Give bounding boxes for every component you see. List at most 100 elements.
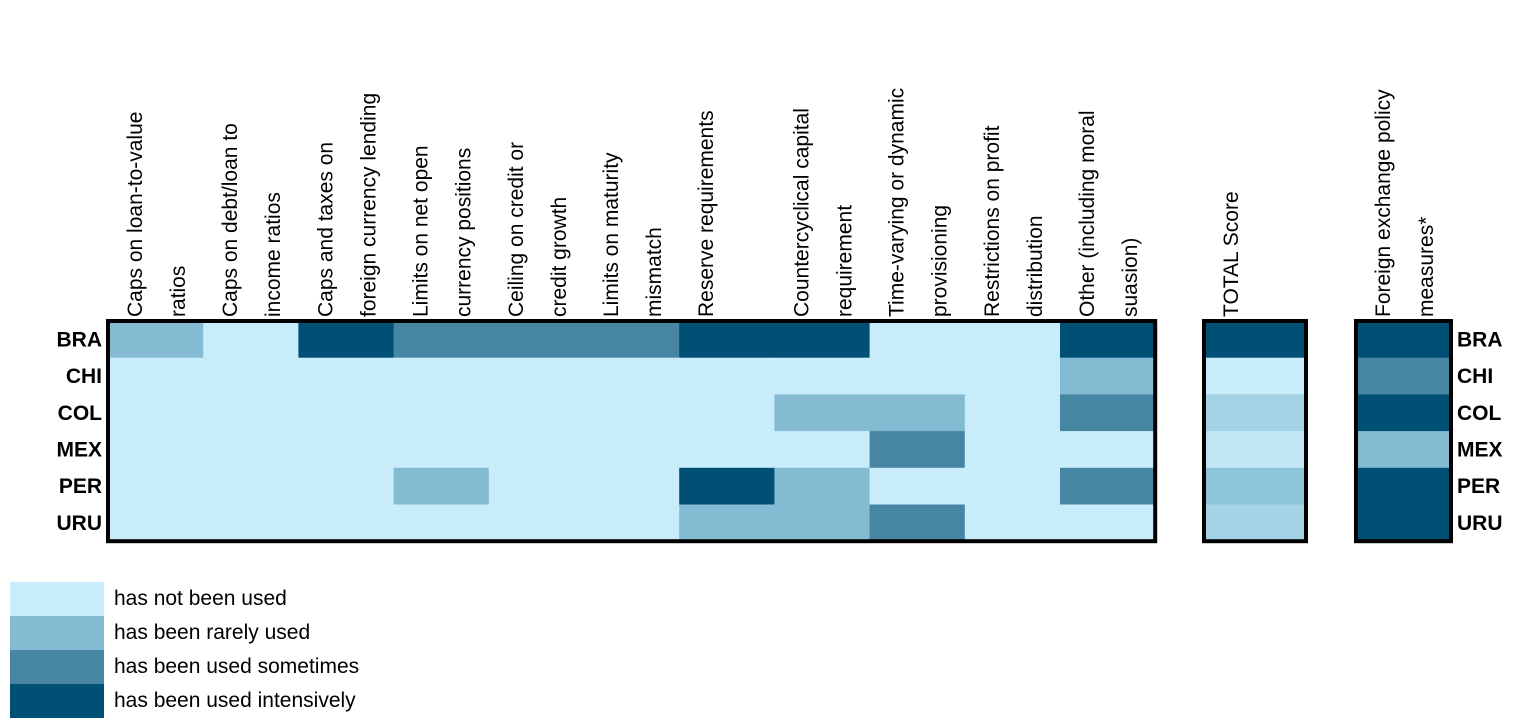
row-label-left: CHI — [66, 365, 102, 388]
column-label: TOTAL Score — [1220, 191, 1243, 317]
row-labels: BRA BRA CHI CHI COL COL MEX MEX PER PER URU URU — [56, 328, 1502, 534]
row-label-right: CHI — [1457, 365, 1493, 388]
heatmap-cell — [488, 467, 585, 506]
heatmap-cell — [203, 504, 299, 542]
fx-policy-cell — [1356, 467, 1451, 506]
heatmap-cell — [298, 467, 395, 506]
legend-item-not-used: has not been used — [10, 582, 359, 616]
row-label-right: URU — [1457, 512, 1503, 535]
row-label-left: URU — [57, 512, 103, 535]
heatmap-cell — [393, 357, 490, 395]
heatmap-cell — [584, 431, 680, 469]
heatmap-cell — [584, 321, 680, 359]
column-label: distribution — [1024, 215, 1047, 317]
heatmap-cell — [108, 394, 204, 432]
column-label: Foreign exchange policy — [1372, 89, 1395, 317]
column-labels: Caps on loan-to-value ratios Caps on debt/… — [124, 88, 1438, 317]
heatmap-cell — [869, 431, 966, 469]
heatmap-cell — [774, 467, 871, 506]
heatmap-cell — [393, 431, 490, 469]
heatmap-cell — [393, 394, 490, 432]
heatmap-cell — [679, 467, 775, 506]
total-score-cell — [1204, 394, 1306, 432]
column-label: Limits on net open — [410, 145, 433, 317]
heatmap-cell — [964, 321, 1061, 359]
heatmap-cell — [964, 357, 1061, 395]
total-score-cell — [1204, 467, 1306, 506]
main-grid — [108, 321, 1156, 542]
heatmap-cell — [1060, 394, 1156, 432]
row-label-right: MEX — [1457, 438, 1503, 461]
heatmap-chart: Caps on loan-to-value ratios Caps on debt/… — [56, 88, 1503, 544]
total-score-border — [1202, 319, 1308, 544]
heatmap-cell — [488, 321, 585, 359]
row-label-left: COL — [58, 402, 103, 425]
heatmap-cell — [393, 467, 490, 506]
heatmap-cell — [679, 321, 775, 359]
column-label: measures* — [1415, 217, 1438, 317]
heatmap-cell — [298, 504, 395, 542]
column-label: provisioning — [929, 205, 952, 317]
heatmap-cell — [679, 394, 775, 432]
fx-policy-cell — [1356, 357, 1451, 395]
heatmap-cell — [869, 321, 966, 359]
heatmap-cell — [1060, 431, 1156, 469]
legend-item-used-sometimes: has been used sometimes — [10, 650, 359, 684]
heatmap-cell — [964, 394, 1061, 432]
heatmap-cell — [488, 394, 585, 432]
heatmap-cell — [584, 504, 680, 542]
total-score-cell — [1204, 321, 1306, 359]
fx-policy-cell — [1356, 431, 1451, 469]
column-label: Time-varying or dynamic — [886, 88, 909, 317]
heatmap-cell — [298, 431, 395, 469]
legend: has not been used has been rarely used h… — [10, 582, 359, 718]
column-label: foreign currency lending — [357, 93, 380, 317]
heatmap-cell — [298, 394, 395, 432]
column-label: Restrictions on profit — [981, 125, 1004, 317]
heatmap-cell — [298, 321, 395, 359]
column-label: Caps on debt/loan to — [219, 123, 242, 317]
legend-label: has been used intensively — [114, 689, 356, 712]
row-label-right: PER — [1457, 475, 1500, 498]
heatmap-cell — [679, 431, 775, 469]
heatmap-cell — [964, 467, 1061, 506]
legend-item-rarely-used: has been rarely used — [10, 616, 359, 650]
fx-policy-cell — [1356, 321, 1451, 359]
legend-label: has been used sometimes — [114, 655, 360, 678]
heatmap-cell — [774, 357, 871, 395]
heatmap-cell — [774, 394, 871, 432]
column-label: Reserve requirements — [695, 110, 718, 317]
heatmap-cell — [869, 504, 966, 542]
legend-swatch — [10, 616, 104, 650]
heatmap-cell — [108, 467, 204, 506]
fx-policy-cell — [1356, 504, 1451, 542]
column-label: requirement — [833, 205, 856, 317]
row-label-right: BRA — [1457, 328, 1503, 351]
column-label: Caps and taxes on — [314, 142, 337, 317]
heatmap-cell — [298, 357, 395, 395]
heatmap-cell — [203, 394, 299, 432]
heatmap-cell — [774, 504, 871, 542]
total-score-column — [1204, 321, 1306, 542]
column-label: suasion) — [1119, 238, 1142, 317]
legend-item-used-intensively: has been used intensively — [10, 684, 359, 718]
legend-swatch — [10, 684, 104, 718]
heatmap-cell — [488, 357, 585, 395]
heatmap-cell — [584, 357, 680, 395]
heatmap-cell — [203, 467, 299, 506]
legend-swatch — [10, 582, 104, 616]
legend-swatch — [10, 650, 104, 684]
heatmap-cell — [108, 321, 204, 359]
column-label: mismatch — [643, 227, 666, 317]
heatmap-cell — [393, 504, 490, 542]
heatmap-cell — [203, 357, 299, 395]
row-label-left: MEX — [56, 438, 102, 461]
heatmap-cell — [869, 467, 966, 506]
heatmap-cell — [584, 394, 680, 432]
heatmap-cell — [869, 357, 966, 395]
heatmap-cell — [869, 394, 966, 432]
heatmap-cell — [488, 504, 585, 542]
fx-policy-border — [1354, 319, 1453, 544]
heatmap-cell — [1060, 357, 1156, 395]
fx-policy-column — [1356, 321, 1451, 542]
